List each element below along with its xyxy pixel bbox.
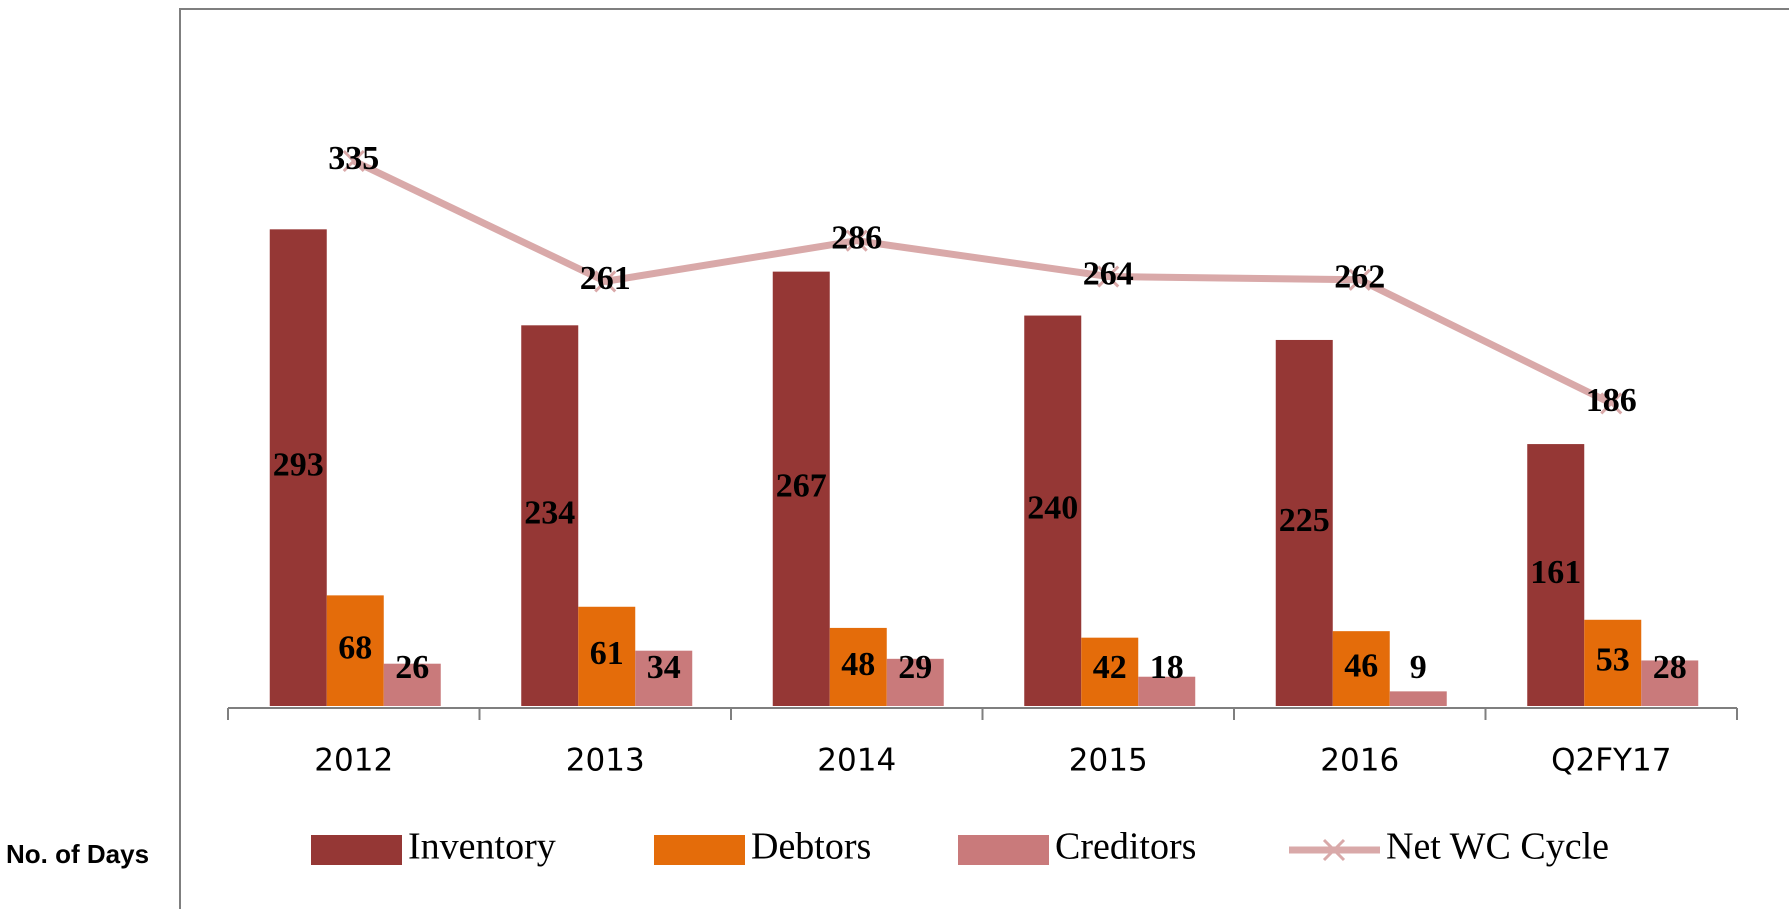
bar: [326, 595, 384, 706]
legend-swatch: [654, 835, 745, 865]
data-label: 240: [1027, 490, 1078, 527]
bar: [578, 606, 636, 706]
bar: [1527, 444, 1585, 706]
bar: [383, 663, 441, 706]
data-label: 34: [647, 649, 681, 686]
legend-swatch: [958, 835, 1049, 865]
x-tick-label: Q2FY17: [1551, 743, 1671, 779]
data-label: 61: [590, 635, 624, 672]
data-label: 261: [580, 260, 631, 297]
x-tick-label: 2013: [566, 743, 645, 779]
line-marker: [1600, 392, 1623, 415]
data-label: 225: [1279, 502, 1330, 539]
data-label: 28: [1653, 649, 1687, 686]
bar: [772, 271, 830, 706]
bar: [269, 229, 327, 706]
data-label: 42: [1093, 649, 1127, 686]
data-label: 48: [841, 646, 875, 683]
data-label: 46: [1344, 647, 1378, 684]
data-label: 262: [1334, 259, 1385, 296]
y-axis-label: No. of Days: [6, 839, 149, 869]
line-marker: [845, 229, 868, 252]
bar: [886, 658, 944, 706]
legend-swatch: [311, 835, 402, 865]
data-label: 161: [1530, 554, 1581, 591]
data-label: 29: [898, 649, 932, 686]
data-label: 186: [1586, 382, 1637, 419]
data-label: 26: [395, 649, 429, 686]
data-label: 335: [328, 140, 379, 177]
data-label: 53: [1596, 642, 1630, 679]
data-label: 18: [1150, 649, 1184, 686]
data-label: 293: [273, 446, 324, 483]
data-label: 264: [1083, 255, 1134, 292]
data-label: 9: [1410, 649, 1427, 686]
bar: [829, 627, 887, 706]
bar: [1389, 691, 1447, 706]
x-tick-label: 2015: [1069, 743, 1148, 779]
bar: [1024, 315, 1082, 706]
bar: [635, 650, 693, 706]
legend-label: Debtors: [751, 826, 871, 868]
legend-label: Inventory: [408, 826, 556, 868]
data-label: 286: [831, 220, 882, 257]
bar: [1081, 637, 1139, 706]
line-marker: [342, 149, 365, 173]
x-tick-label: 2016: [1320, 743, 1399, 779]
line: [352, 157, 1613, 407]
legend-label: Net WC Cycle: [1386, 826, 1609, 868]
line-marker: [1097, 265, 1120, 288]
bar: [1332, 631, 1390, 706]
line-marker: [594, 270, 617, 293]
legend-marker: [1322, 838, 1346, 862]
bar: [1584, 619, 1642, 706]
bar: [521, 325, 579, 706]
bar: [1138, 676, 1196, 706]
x-tick-label: 2012: [314, 743, 393, 779]
data-label: 234: [524, 494, 575, 531]
legend-label: Creditors: [1055, 826, 1196, 868]
data-label: 68: [338, 629, 372, 666]
bar: [1275, 339, 1333, 706]
bar: [1641, 660, 1699, 706]
plot-frame: [179, 8, 1789, 909]
x-tick-label: 2014: [817, 743, 896, 779]
data-label: 267: [776, 468, 827, 505]
line-marker: [1348, 268, 1371, 291]
